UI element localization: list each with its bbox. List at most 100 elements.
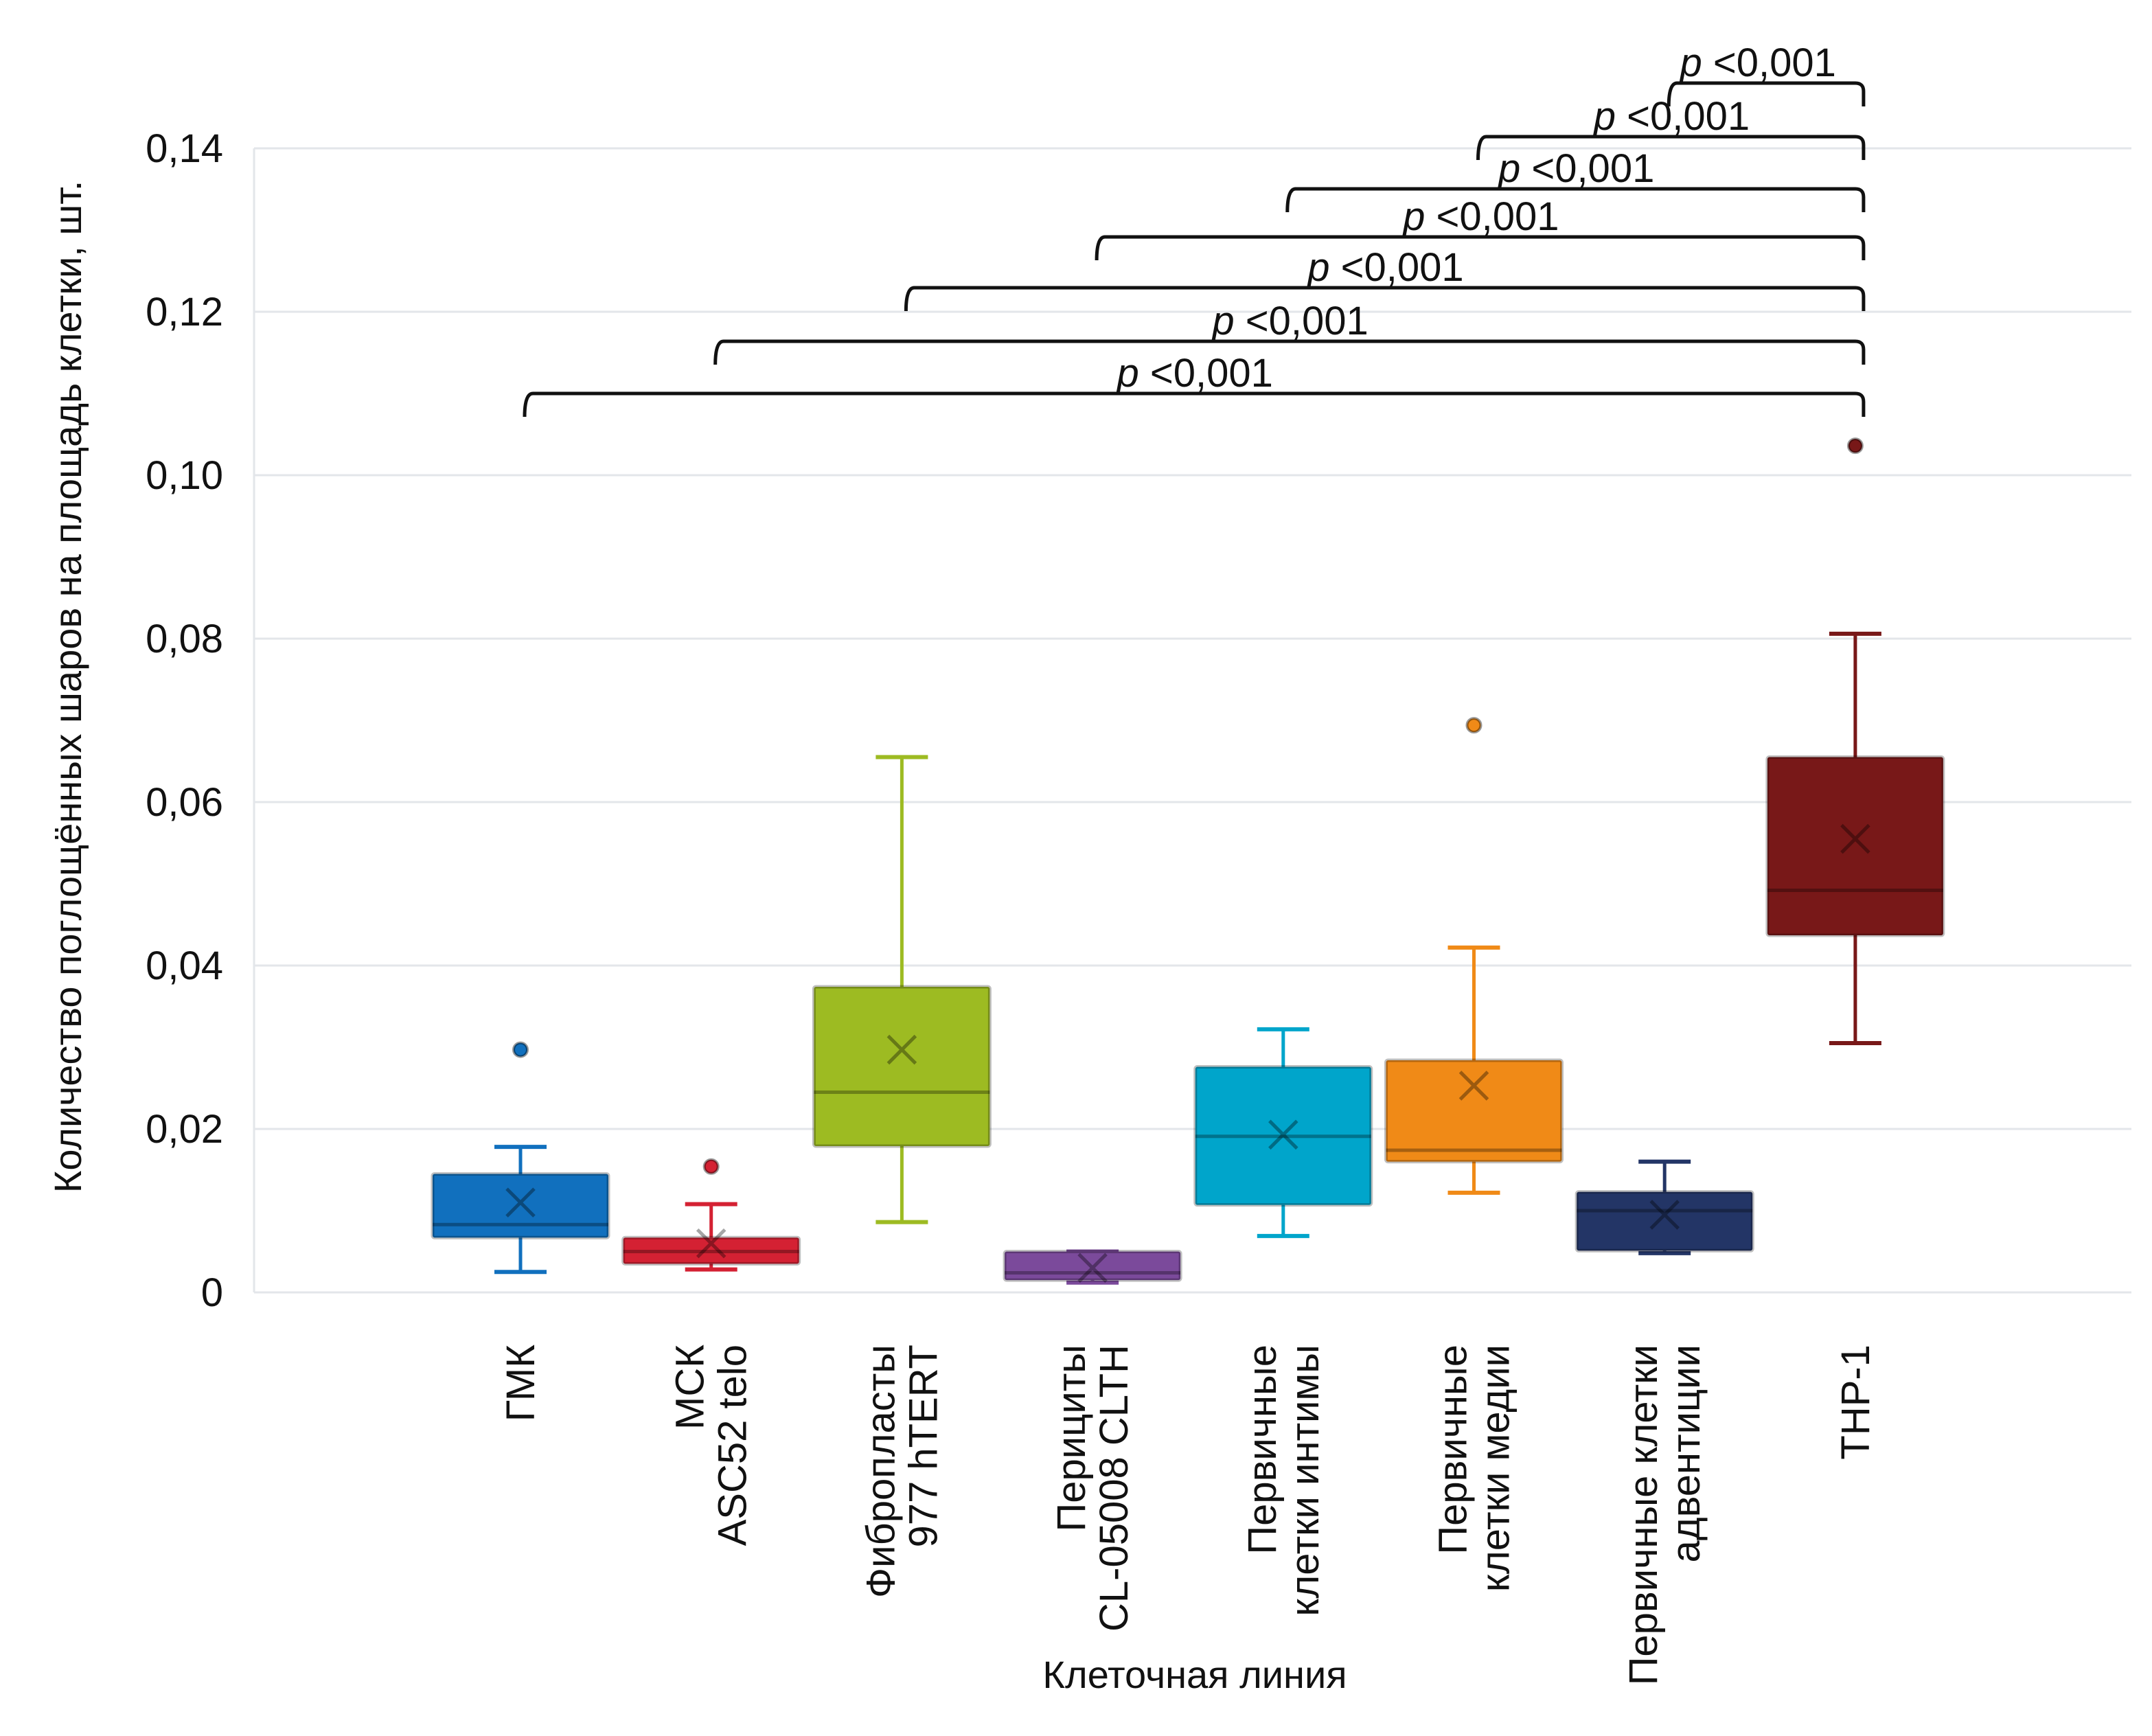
p-value: <0,001 xyxy=(1425,194,1559,239)
p-symbol: p xyxy=(1211,299,1234,343)
p-symbol: p xyxy=(1401,194,1425,239)
x-axis-label: Клеточная линия xyxy=(1042,1653,1347,1696)
box-iqr xyxy=(431,1172,610,1240)
x-category-line: Первичные xyxy=(1240,1345,1285,1555)
p-value-label: p <0,001 xyxy=(1211,299,1368,343)
p-value: <0,001 xyxy=(1235,299,1369,343)
p-value-label: p <0,001 xyxy=(1116,351,1273,396)
p-symbol: p xyxy=(1678,41,1702,85)
box-4 xyxy=(1003,1249,1182,1285)
box-iqr xyxy=(621,1235,801,1266)
box-8 xyxy=(1765,437,1945,1046)
mean-marker xyxy=(1649,1200,1680,1230)
p-value: <0,001 xyxy=(1616,94,1750,139)
box-7 xyxy=(1575,1159,1754,1255)
bracket-line xyxy=(1095,235,1866,261)
x-category-label: THP-1 xyxy=(1833,1345,1878,1460)
y-tick-label: 0,14 xyxy=(146,126,223,171)
box-6 xyxy=(1384,717,1564,1195)
x-category-line: Первичные клетки xyxy=(1621,1345,1666,1685)
x-category-line: МСК xyxy=(668,1345,713,1430)
box-iqr xyxy=(1003,1250,1182,1282)
p-value-label: p <0,001 xyxy=(1306,245,1463,290)
p-value-label: p <0,001 xyxy=(1497,146,1654,191)
y-axis-label: Количество поглощённых шаров на площадь … xyxy=(46,181,89,1194)
y-tick-label: 0,04 xyxy=(146,944,223,988)
bracket-line xyxy=(1667,81,1866,107)
p-value-label: p <0,001 xyxy=(1401,194,1559,239)
gridlines xyxy=(253,147,2131,1294)
bracket-line xyxy=(523,391,1866,418)
bracket: p <0,001 xyxy=(1476,94,1866,161)
x-category-label: ГМК xyxy=(499,1345,543,1421)
box-iqr xyxy=(812,985,992,1148)
p-symbol: p xyxy=(1592,94,1616,139)
p-value: <0,001 xyxy=(1330,245,1464,290)
x-category-line: THP-1 xyxy=(1833,1345,1878,1460)
x-category-label: Первичныеклетки медии xyxy=(1431,1345,1518,1592)
x-category-line: CL-05008 CLTH xyxy=(1092,1345,1136,1632)
mean-marker xyxy=(1458,1071,1489,1101)
p-value: <0,001 xyxy=(1139,351,1273,396)
outlier-point xyxy=(1465,717,1483,734)
p-symbol: p xyxy=(1306,245,1329,290)
y-tick-label: 0,02 xyxy=(146,1107,223,1152)
x-category-line: клетки интимы xyxy=(1283,1345,1327,1617)
x-category-line: Первичные xyxy=(1431,1345,1476,1555)
box-5 xyxy=(1193,1027,1373,1238)
x-category-label: ПерицитыCL-05008 CLTH xyxy=(1049,1345,1136,1632)
x-category-line: Фибропласты xyxy=(858,1345,903,1598)
x-category-label: Фибропласты977 hTERT xyxy=(858,1345,946,1598)
x-category-label: МСКASC52 telo xyxy=(668,1345,755,1546)
y-tick-label: 0,12 xyxy=(146,290,223,334)
x-axis-categories: ГМК МСКASC52 telo Фибропласты977 hTERT Пери… xyxy=(499,1345,1878,1685)
box-iqr xyxy=(1193,1065,1373,1207)
p-value-label: p <0,001 xyxy=(1592,94,1750,139)
y-tick-label: 0,08 xyxy=(146,617,223,661)
box-3 xyxy=(812,755,992,1224)
box-1 xyxy=(431,1041,610,1275)
p-value: <0,001 xyxy=(1702,41,1836,85)
mean-marker xyxy=(696,1228,726,1259)
bracket-line xyxy=(1285,187,1866,213)
p-symbol: p xyxy=(1497,146,1520,191)
boxes xyxy=(431,437,1945,1285)
p-symbol: p xyxy=(1116,351,1139,396)
mean-marker xyxy=(1077,1253,1108,1283)
box-iqr xyxy=(1765,755,1945,937)
mean-marker xyxy=(505,1187,536,1218)
bracket-line xyxy=(904,286,1866,312)
box-iqr xyxy=(1575,1190,1754,1253)
y-tick-label: 0 xyxy=(201,1270,223,1315)
box-2 xyxy=(621,1158,801,1272)
p-value-label: p <0,001 xyxy=(1678,41,1835,85)
bracket: p <0,001 xyxy=(1667,41,1866,107)
p-value: <0,001 xyxy=(1520,146,1654,191)
x-category-line: клетки медии xyxy=(1474,1345,1518,1592)
bracket: p <0,001 xyxy=(1285,146,1866,213)
y-tick-label: 0,10 xyxy=(146,453,223,498)
bracket: p <0,001 xyxy=(713,299,1866,365)
mean-marker xyxy=(1840,823,1870,854)
x-category-line: 977 hTERT xyxy=(901,1345,946,1548)
mean-marker xyxy=(886,1034,917,1065)
x-category-line: Перициты xyxy=(1049,1345,1094,1531)
mean-marker xyxy=(1268,1119,1298,1150)
x-category-label: Первичныеклетки интимы xyxy=(1240,1345,1327,1617)
y-tick-label: 0,06 xyxy=(146,780,223,825)
x-category-line: адвентиции xyxy=(1664,1345,1708,1563)
bracket: p <0,001 xyxy=(523,351,1866,418)
outlier-point xyxy=(512,1041,529,1058)
bracket: p <0,001 xyxy=(1095,194,1866,261)
y-axis-ticks: 0 0,02 0,04 0,06 0,08 0,10 0,12 0,14 xyxy=(146,126,223,1315)
outlier-point xyxy=(702,1158,720,1175)
x-category-line: ГМК xyxy=(499,1345,543,1421)
x-category-line: ASC52 telo xyxy=(711,1345,755,1546)
outlier-point xyxy=(1846,437,1864,455)
bracket: p <0,001 xyxy=(904,245,1866,312)
bracket-line xyxy=(713,339,1866,365)
bracket-line xyxy=(1476,135,1866,161)
box-iqr xyxy=(1384,1058,1564,1164)
